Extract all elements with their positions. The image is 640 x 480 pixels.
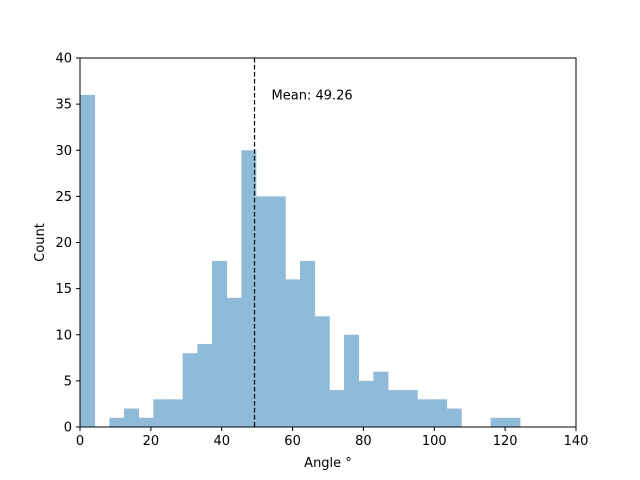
histogram-bar [270,196,286,427]
histogram-bar [285,279,301,427]
histogram-bar [402,390,418,427]
histogram-bar [505,417,521,427]
histogram-bar [124,408,140,427]
histogram-bar [373,371,389,427]
histogram-bar [314,316,330,427]
x-tick-label: 40 [213,434,230,449]
y-tick-label: 10 [55,328,72,343]
histogram-bar [80,94,96,428]
histogram-bar [329,390,345,427]
x-axis-ticks: 0 20 40 60 80 100 120 140 [76,427,589,449]
histogram-bar [446,408,462,427]
y-tick-label: 0 [64,421,72,436]
mean-annotation: Mean: 49.26 [272,88,353,103]
histogram-bars [80,94,521,428]
y-tick-label: 5 [64,374,72,389]
y-tick-label: 20 [55,236,72,251]
x-tick-label: 0 [76,434,84,449]
histogram-bar [241,150,257,427]
histogram-bar [226,297,242,427]
histogram-bar [388,390,404,427]
y-tick-label: 30 [55,144,72,159]
histogram-bar [256,196,272,427]
y-axis-label: Count [33,223,48,262]
x-tick-label: 20 [143,434,160,449]
histogram-bar [212,260,228,427]
histogram-bar [197,343,213,427]
y-axis-ticks: 0 5 10 15 20 25 30 35 40 [55,52,80,436]
histogram-bar [300,260,316,427]
x-axis-label: Angle ° [304,456,352,471]
x-tick-label: 60 [284,434,301,449]
y-tick-label: 40 [55,52,72,67]
histogram-bar [153,399,169,427]
histogram-bar [168,399,184,427]
y-tick-label: 25 [55,190,72,205]
histogram-bar [358,380,374,427]
histogram-bar [138,417,154,427]
x-tick-label: 140 [564,434,589,449]
y-tick-label: 15 [55,282,72,297]
x-tick-label: 100 [422,434,447,449]
histogram-bar [344,334,360,427]
y-tick-label: 35 [55,98,72,113]
histogram-bar [109,417,125,427]
histogram-bar [490,417,506,427]
histogram-bar [432,399,448,427]
histogram-bar [417,399,433,427]
histogram-bar [182,353,198,427]
x-tick-label: 80 [355,434,372,449]
x-tick-label: 120 [493,434,518,449]
